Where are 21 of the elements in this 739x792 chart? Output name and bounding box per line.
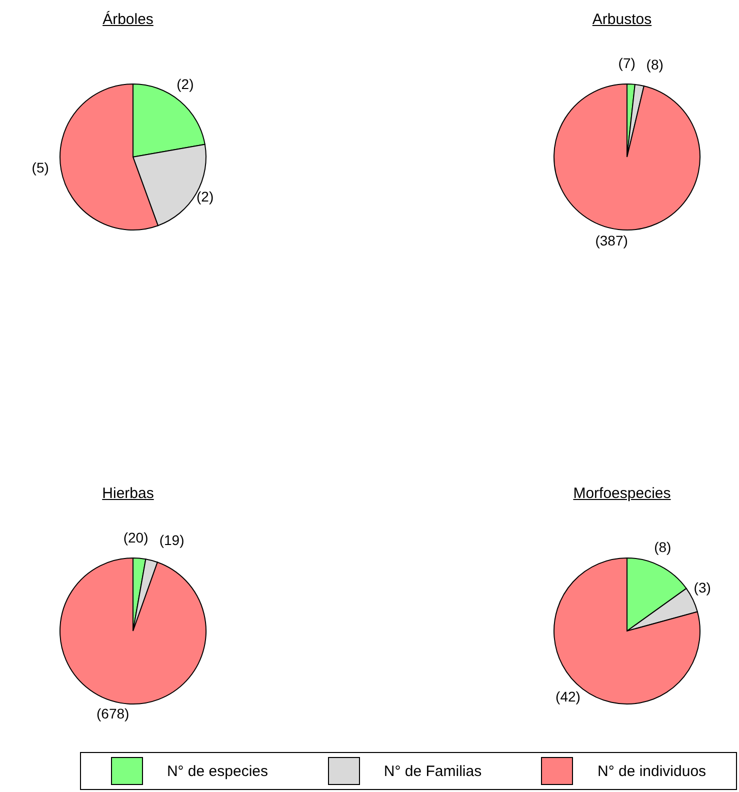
chart-title: Árboles <box>102 10 154 30</box>
data-label: (20) <box>123 529 148 546</box>
legend-label: N° de especies <box>166 762 268 780</box>
pie-slice <box>60 558 206 704</box>
chart-title: Morfoespecies <box>572 484 672 504</box>
data-label: (8) <box>646 56 664 72</box>
data-label: (387) <box>595 232 628 248</box>
data-label: (3) <box>694 580 711 596</box>
data-label: (8) <box>654 538 672 555</box>
chart-title: Arbustos <box>591 10 653 30</box>
legend-label: N° de individuos <box>597 762 706 780</box>
data-label: (19) <box>159 532 184 548</box>
data-label: (7) <box>618 55 636 72</box>
data-label: (2) <box>196 188 214 204</box>
data-label: (2) <box>176 76 194 92</box>
chart-title: Hierbas <box>101 484 155 504</box>
data-label: (5) <box>32 159 49 176</box>
data-label: (678) <box>96 706 130 722</box>
legend-label: N° de Familias <box>384 762 482 780</box>
data-label: (42) <box>556 688 580 705</box>
pie-slice <box>554 84 700 230</box>
